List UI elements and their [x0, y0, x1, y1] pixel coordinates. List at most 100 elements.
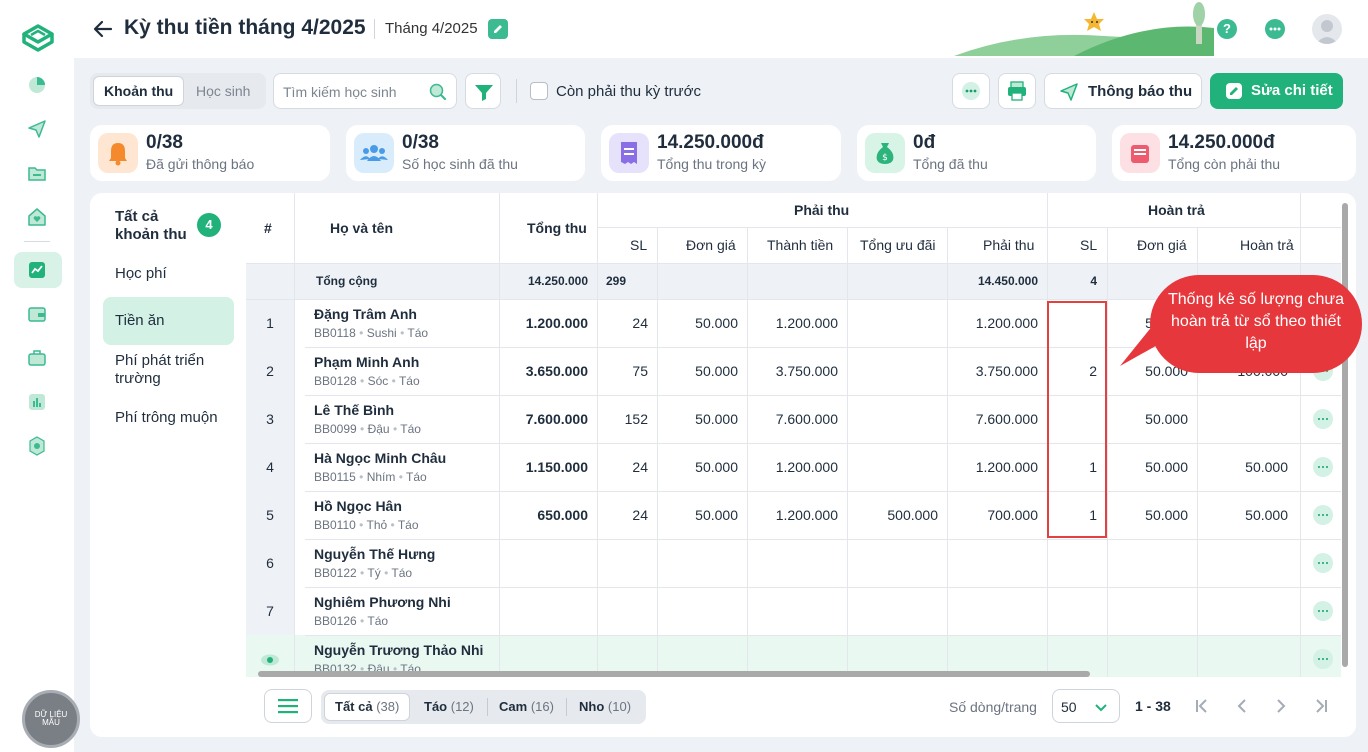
table-row[interactable]: 3 Lê Thế Bình BB0099 • Đậu • Táo 7.600.000 1…	[246, 395, 1341, 443]
scrollbar-thumb[interactable]	[258, 671, 1090, 677]
student-name[interactable]: Lê Thế Bình	[314, 402, 395, 418]
group-tab-nho[interactable]: Nho (10)	[569, 693, 641, 721]
cell-amount: 1.200.000	[775, 459, 838, 475]
row-index: 2	[266, 363, 274, 379]
group-tab-count: (10)	[607, 699, 632, 714]
help-icon[interactable]: ?	[1217, 19, 1237, 39]
edit-pencil-icon[interactable]	[488, 19, 508, 39]
search-input[interactable]	[283, 82, 423, 102]
group-tab-tao[interactable]: Táo (12)	[414, 693, 484, 721]
cell-receivable: 1.200.000	[975, 459, 1038, 475]
student-code: BB0126	[314, 614, 357, 628]
row-more-icon[interactable]	[1313, 457, 1333, 477]
print-button[interactable]	[998, 73, 1036, 109]
page-title: Kỳ thu tiền tháng 4/2025	[124, 16, 366, 39]
report-chart-icon[interactable]	[26, 391, 48, 413]
bell-icon	[98, 133, 138, 173]
col-sl: SL	[630, 237, 648, 253]
cell-receivable: 700.000	[987, 507, 1038, 523]
page-header: Kỳ thu tiền tháng 4/2025 Tháng 4/2025 ?	[74, 0, 1368, 58]
student-name[interactable]: Nguyễn Trương Thảo Nhi	[314, 642, 484, 658]
next-page-icon[interactable]	[1272, 697, 1290, 715]
eye-icon[interactable]	[260, 653, 280, 667]
row-more-icon[interactable]	[1313, 409, 1333, 429]
fee-item-meals[interactable]: Tiền ăn	[103, 297, 234, 345]
previous-period-checkbox[interactable]	[530, 82, 548, 100]
group-tab-cam[interactable]: Cam (16)	[489, 693, 564, 721]
student-name[interactable]: Phạm Minh Anh	[314, 354, 420, 370]
fee-item-label: Tiền ăn	[115, 312, 165, 329]
edit-details-label: Sửa chi tiết	[1251, 82, 1333, 99]
filter-button[interactable]	[465, 73, 501, 109]
notify-payment-button[interactable]: Thông báo thu	[1044, 73, 1202, 109]
back-arrow-icon[interactable]	[92, 18, 114, 40]
send-icon[interactable]	[26, 118, 48, 140]
table-row[interactable]: 4 Hà Ngọc Minh Châu BB0115 • Nhím • Táo 1.1…	[246, 443, 1341, 491]
cell-amount: 3.750.000	[775, 363, 838, 379]
finance-chart-icon[interactable]	[26, 259, 48, 281]
horizontal-scrollbar[interactable]	[258, 671, 1342, 677]
index-column-bg	[246, 263, 294, 677]
filter-funnel-icon	[475, 85, 493, 101]
last-page-icon[interactable]	[1312, 697, 1330, 715]
cell-receivable: 7.600.000	[975, 411, 1038, 427]
search-icon[interactable]	[428, 82, 448, 102]
money-bag-icon: $	[865, 133, 905, 173]
row-more-icon[interactable]	[1313, 601, 1333, 621]
cell-total: 650.000	[537, 507, 588, 523]
dashboard-pie-icon[interactable]	[26, 74, 48, 96]
student-group: Táo	[400, 422, 421, 436]
table-row[interactable]: 7 Nghiêm Phương Nhi BB0126 • Táo	[246, 587, 1341, 635]
fee-all-items[interactable]: Tất cả khoản thu	[115, 208, 187, 243]
student-name[interactable]: Đặng Trâm Anh	[314, 306, 417, 322]
table-row[interactable]: 2 Phạm Minh Anh BB0128 • Sóc • Táo 3.650.00…	[246, 347, 1341, 395]
cell-unit: 50.000	[695, 411, 738, 427]
settings-icon[interactable]	[26, 435, 48, 457]
fee-item-tuition[interactable]: Học phí	[115, 265, 167, 282]
cell-receivable: 3.750.000	[975, 363, 1038, 379]
fee-item-development[interactable]: Phí phát triển trường	[115, 352, 205, 387]
stat-label: Tổng đã thu	[913, 156, 988, 172]
table-row[interactable]: 5 Hồ Ngọc Hân BB0110 • Thỏ • Táo 650.000 24 5…	[246, 491, 1341, 539]
row-more-icon[interactable]	[1313, 505, 1333, 525]
cell-rsl: 1	[1089, 459, 1097, 475]
annotation-callout: Thống kê số lượng chưa hoàn trả từ sổ th…	[1150, 275, 1362, 373]
cell-runit: 50.000	[1145, 411, 1188, 427]
summary-total: 14.250.000	[527, 274, 588, 288]
tab-fee-items[interactable]: Khoản thu	[93, 76, 185, 106]
rows-per-page-select[interactable]: 50	[1052, 689, 1120, 723]
more-options-icon[interactable]	[1265, 19, 1285, 39]
cell-sl: 24	[632, 507, 648, 523]
student-meta: BB0126 • Táo	[314, 614, 389, 628]
briefcase-icon[interactable]	[26, 347, 48, 369]
tab-students[interactable]: Học sinh	[196, 83, 251, 99]
stat-value: 0/38	[146, 132, 183, 153]
app-logo-icon[interactable]	[20, 22, 56, 54]
row-more-icon[interactable]	[1313, 649, 1333, 669]
student-code: BB0118	[314, 326, 356, 340]
student-name[interactable]: Hồ Ngọc Hân	[314, 498, 402, 514]
user-avatar[interactable]	[1312, 14, 1342, 44]
home-heart-icon[interactable]	[26, 206, 48, 228]
wallet-icon[interactable]	[26, 303, 48, 325]
more-actions-button[interactable]	[952, 73, 990, 109]
fee-item-late-care[interactable]: Phí trông muộn	[115, 409, 218, 426]
row-more-icon[interactable]	[1313, 553, 1333, 573]
student-class: Nhím	[366, 470, 396, 484]
scrollbar-thumb[interactable]	[1342, 203, 1348, 667]
cell-total: 1.150.000	[525, 459, 588, 475]
fee-table: # Họ và tên Tổng thu Phải thu Hoàn trả S…	[246, 193, 1356, 737]
student-name[interactable]: Hà Ngọc Minh Châu	[314, 450, 447, 466]
edit-details-button[interactable]: Sửa chi tiết	[1210, 73, 1343, 109]
group-tab-all[interactable]: Tất cả (38)	[324, 693, 411, 721]
folder-icon[interactable]	[26, 162, 48, 184]
student-name[interactable]: Nguyễn Thế Hưng	[314, 546, 436, 562]
column-menu-button[interactable]	[264, 689, 312, 723]
student-name[interactable]: Nghiêm Phương Nhi	[314, 594, 451, 610]
vertical-scrollbar[interactable]	[1341, 203, 1349, 667]
prev-page-icon[interactable]	[1233, 697, 1251, 715]
stat-total-in-period: 14.250.000đ Tổng thu trong kỳ	[601, 125, 841, 181]
highlight-row-bg	[246, 635, 1341, 677]
table-row[interactable]: 6 Nguyễn Thế Hưng BB0122 • Tý • Táo	[246, 539, 1341, 587]
first-page-icon[interactable]	[1193, 697, 1211, 715]
